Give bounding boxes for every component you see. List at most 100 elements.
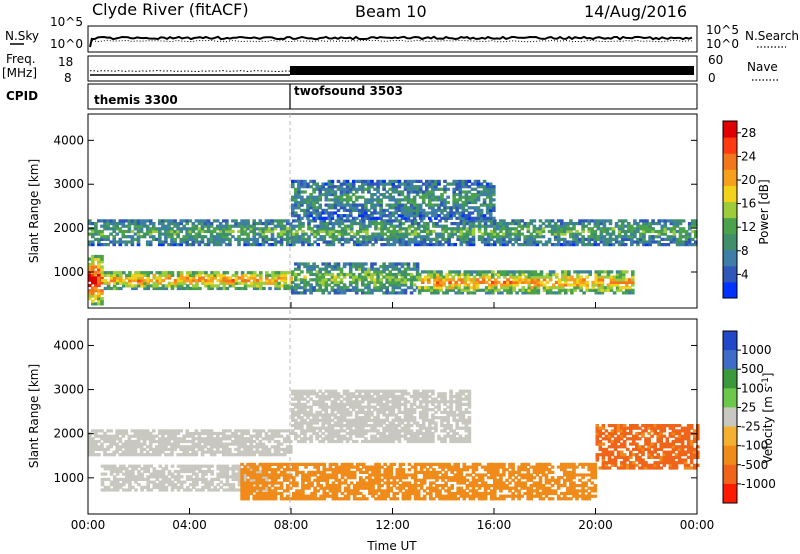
heatmap-cell	[367, 185, 371, 189]
heatmap-cell	[377, 465, 381, 469]
heatmap-cell	[502, 243, 506, 247]
heatmap-cell	[556, 243, 561, 247]
heatmap-cell	[234, 237, 238, 241]
heatmap-cell	[289, 229, 293, 234]
heatmap-cell	[476, 190, 481, 194]
heatmap-cell	[158, 431, 162, 436]
heatmap-cell	[479, 193, 484, 197]
heatmap-cell	[547, 240, 552, 244]
heatmap-cell	[256, 279, 260, 283]
heatmap-cell	[491, 288, 495, 292]
heatmap-cell	[303, 190, 307, 194]
heatmap-cell	[383, 224, 387, 228]
heatmap-cell	[127, 437, 132, 441]
heatmap-cell	[505, 222, 509, 226]
heatmap-cell	[161, 227, 165, 231]
heatmap-cell	[391, 265, 396, 269]
heatmap-cell	[285, 429, 290, 433]
heatmap-cell	[533, 288, 538, 292]
heatmap-cell	[561, 278, 565, 282]
heatmap-cell	[380, 478, 384, 482]
heatmap-cell	[136, 240, 141, 244]
heatmap-cell	[313, 486, 317, 490]
heatmap-cell	[356, 481, 360, 485]
heatmap-cell	[639, 227, 643, 231]
heatmap-cell	[313, 465, 317, 469]
heatmap-cell	[143, 477, 147, 481]
heatmap-cell	[389, 468, 394, 472]
heatmap-cell	[243, 450, 247, 454]
heatmap-cell	[148, 431, 153, 436]
heatmap-cell	[201, 472, 205, 476]
heatmap-cell	[124, 429, 129, 433]
heatmap-cell	[270, 481, 275, 485]
heatmap-cell	[356, 243, 360, 247]
heatmap-cell	[394, 265, 399, 269]
heatmap-cell	[331, 227, 336, 231]
heatmap-cell	[321, 275, 325, 279]
heatmap-cell	[137, 273, 141, 277]
heatmap-cell	[364, 206, 368, 210]
heatmap-cell	[276, 442, 281, 446]
heatmap-cell	[468, 232, 473, 236]
heatmap-cell	[417, 278, 422, 282]
heatmap-cell	[301, 224, 305, 228]
heatmap-cell	[349, 481, 354, 485]
heatmap-cell	[407, 462, 412, 466]
heatmap-cell	[295, 484, 299, 488]
heatmap-cell	[145, 229, 150, 234]
heatmap-cell	[487, 291, 492, 295]
heatmap-cell	[354, 195, 359, 199]
heatmap-cell	[398, 235, 403, 239]
heatmap-cell	[100, 429, 104, 433]
heatmap-cell	[231, 431, 235, 436]
heatmap-cell	[492, 203, 496, 207]
heatmap-cell	[575, 243, 579, 247]
heatmap-cell	[406, 267, 411, 271]
heatmap-cell	[91, 235, 95, 239]
heatmap-cell	[328, 476, 333, 480]
heatmap-cell	[412, 262, 417, 266]
heatmap-cell	[276, 232, 281, 236]
heatmap-cell	[222, 240, 226, 244]
heatmap-cell	[392, 481, 397, 485]
heatmap-cell	[364, 200, 368, 205]
heatmap-cell	[473, 182, 478, 186]
heatmap-cell	[600, 286, 605, 290]
heatmap-cell	[467, 190, 472, 194]
heatmap-cell	[234, 464, 239, 468]
heatmap-cell	[289, 243, 293, 247]
heatmap-cell	[97, 254, 101, 259]
heatmap-cell	[237, 434, 241, 438]
heatmap-cell	[439, 272, 443, 277]
heatmap-cell	[321, 208, 325, 212]
heatmap-cell	[252, 453, 256, 457]
heatmap-cell	[103, 453, 107, 457]
heatmap-cell	[442, 280, 446, 284]
heatmap-cell	[189, 464, 193, 468]
heatmap-cell	[362, 486, 366, 490]
heatmap-cell	[276, 219, 281, 223]
heatmap-cell	[167, 271, 172, 275]
heatmap-cell	[109, 464, 114, 468]
heatmap-cell	[535, 235, 540, 239]
heatmap-cell	[380, 219, 384, 223]
heatmap-cell	[593, 243, 598, 247]
heatmap-cell	[327, 265, 332, 269]
heatmap-cell	[483, 229, 488, 234]
heatmap-cell	[137, 271, 141, 275]
heatmap-cell	[488, 203, 493, 207]
heatmap-cell	[267, 489, 272, 493]
heatmap-cell	[237, 483, 242, 487]
heatmap-cell	[170, 232, 174, 236]
heatmap-cell	[584, 243, 588, 247]
heatmap-cell	[358, 203, 362, 207]
heatmap-cell	[176, 477, 181, 481]
heatmap-cell	[612, 280, 617, 284]
heatmap-cell	[544, 240, 549, 244]
heatmap-cell	[298, 462, 302, 466]
heatmap-cell	[334, 237, 339, 241]
heatmap-cell	[312, 286, 316, 290]
heatmap-cell	[400, 214, 405, 218]
heatmap-cell	[219, 281, 223, 285]
